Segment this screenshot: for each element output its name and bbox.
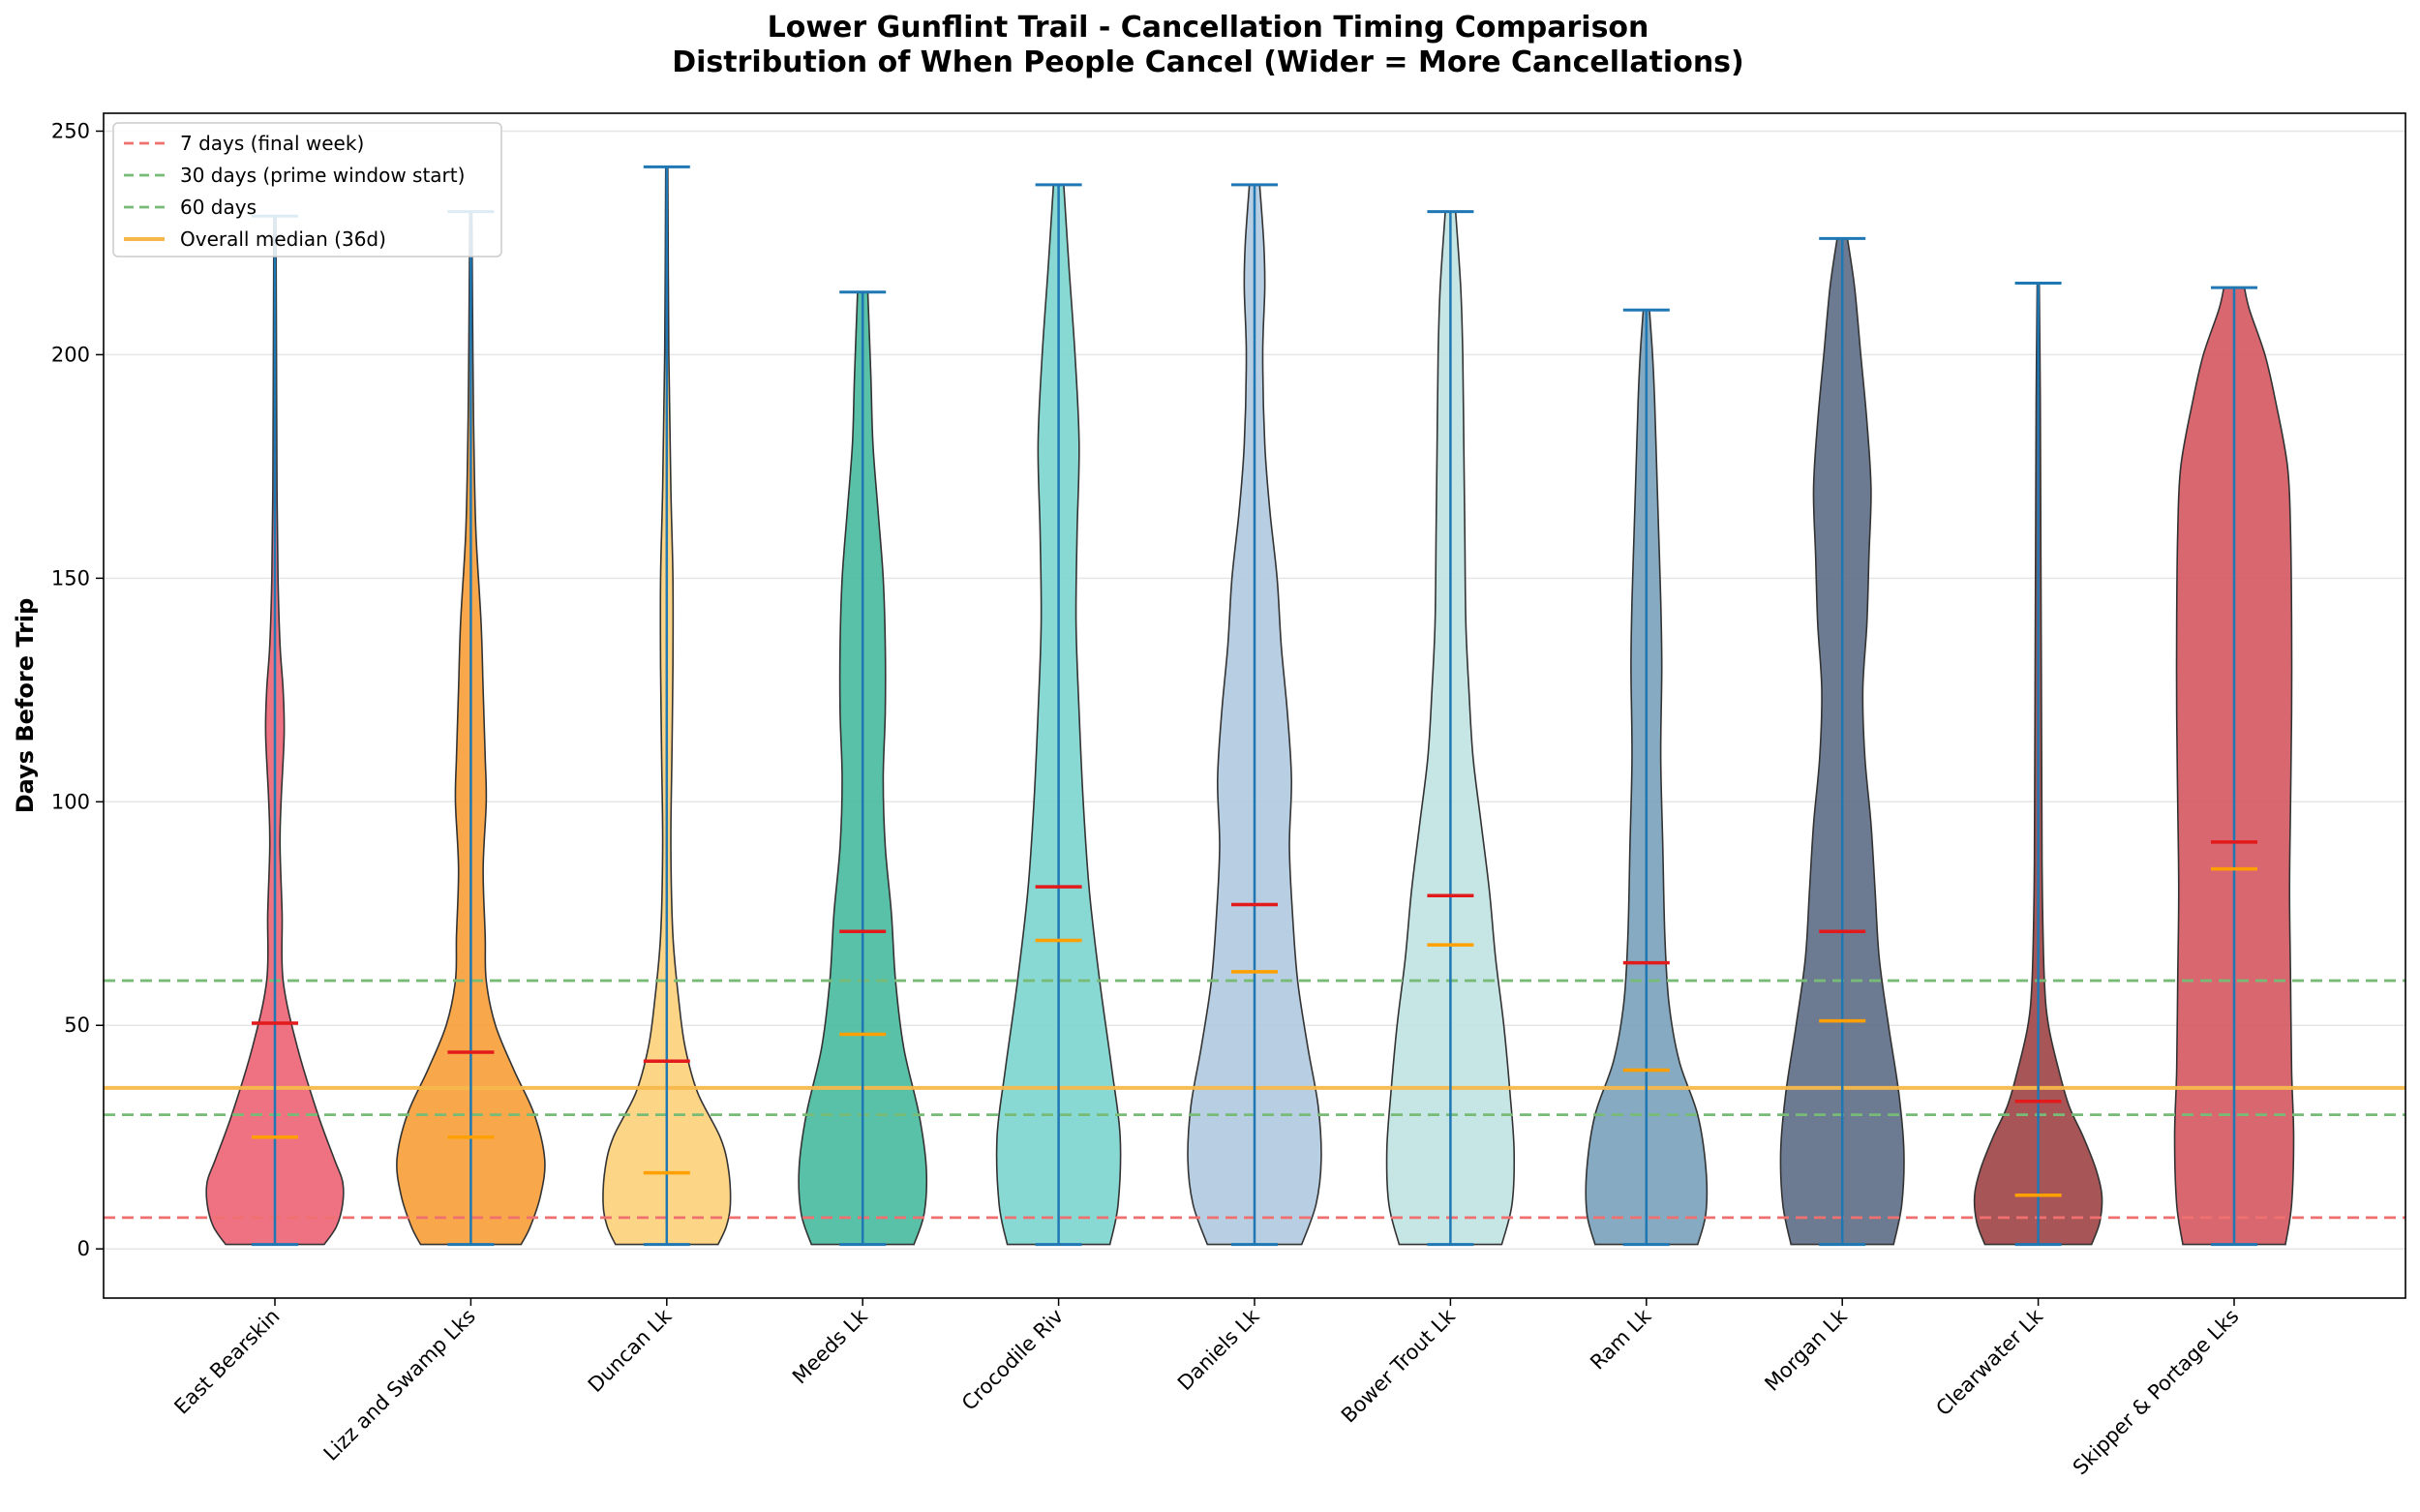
legend-label: 7 days (final week) xyxy=(180,132,364,155)
y-tick-label: 250 xyxy=(51,119,90,142)
legend-label: 30 days (prime window start) xyxy=(180,164,465,187)
y-tick-label: 150 xyxy=(51,566,90,590)
y-tick-label: 200 xyxy=(51,343,90,366)
chart-title-line-1: Lower Gunflint Trail - Cancellation Timi… xyxy=(768,11,1649,45)
legend-box xyxy=(112,122,502,257)
legend-label: 60 days xyxy=(180,196,257,219)
y-tick-label: 50 xyxy=(64,1013,90,1037)
markers-layer xyxy=(252,165,2257,1247)
y-tick-label: 100 xyxy=(51,790,90,813)
chart-title-line-2: Distribution of When People Cancel (Wide… xyxy=(672,45,1744,79)
legend: 7 days (final week) 30 days (prime window… xyxy=(112,122,502,257)
y-axis-label: Days Before Trip xyxy=(12,598,39,814)
y-tick-label: 0 xyxy=(77,1237,90,1260)
legend-label: Overall median (36d) xyxy=(180,227,386,251)
